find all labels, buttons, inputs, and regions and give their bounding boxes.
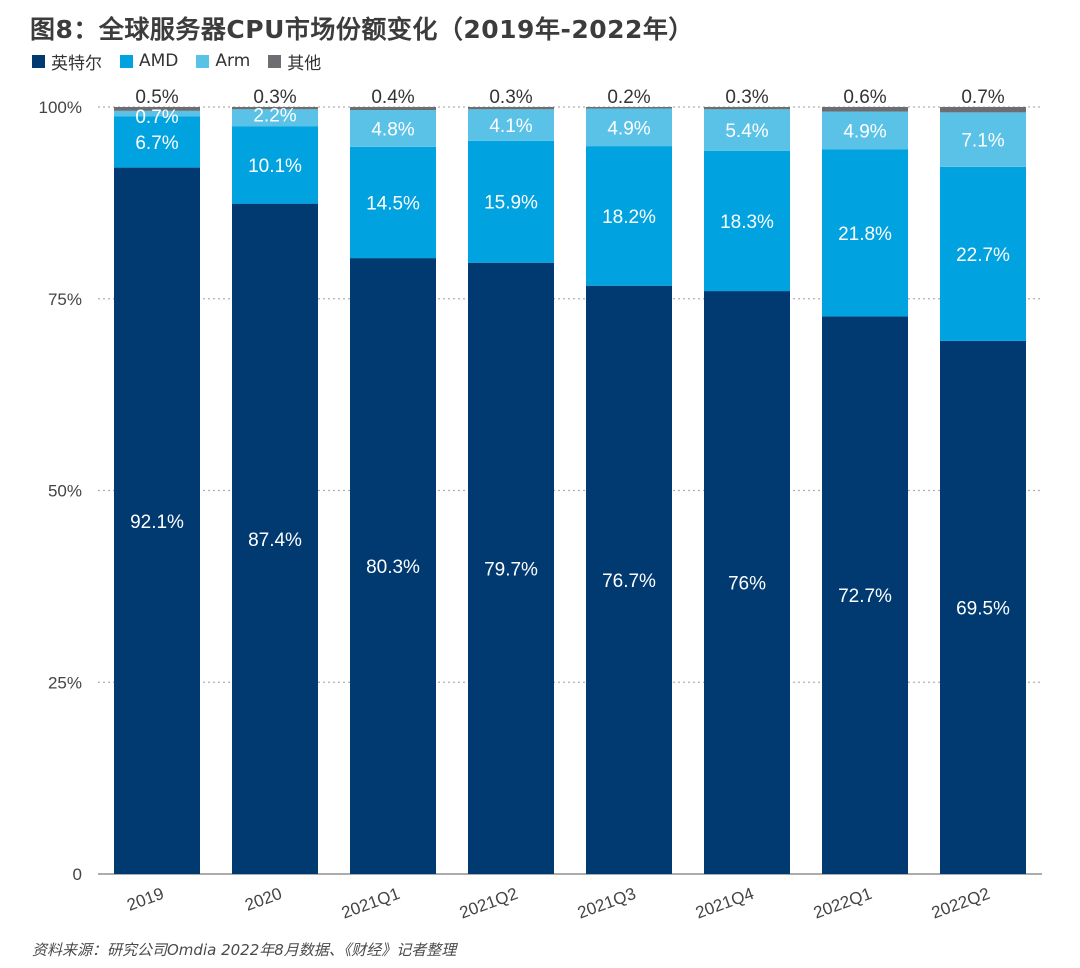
bar-segment-intel [232, 203, 318, 875]
bar-segment-other [586, 107, 672, 109]
legend-swatch-arm [196, 54, 210, 68]
x-tick-label: 2022Q2 [929, 884, 992, 923]
legend-swatch-other [268, 54, 282, 68]
x-tick-label: 2020 [242, 884, 284, 915]
data-label-arm: 4.9% [607, 118, 650, 139]
data-label-amd: 6.7% [135, 133, 178, 154]
bar-segment-intel [468, 262, 554, 874]
bar-segment-amd [822, 149, 908, 317]
data-label-amd: 15.9% [484, 193, 538, 214]
legend-item-intel: 英特尔 [32, 49, 102, 74]
legend-label-intel: 英特尔 [51, 53, 102, 74]
legend-item-arm: Arm [196, 51, 250, 71]
legend-item-amd: AMD [120, 51, 178, 71]
data-label-other: 0.2% [607, 87, 650, 108]
data-label-other: 0.3% [725, 87, 768, 108]
x-tick-label: 2022Q1 [811, 884, 874, 923]
data-label-other: 0.3% [489, 87, 532, 108]
data-label-arm: 4.8% [371, 119, 414, 140]
x-tick-label: 2021Q2 [457, 884, 520, 923]
data-label-intel: 92.1% [130, 512, 184, 533]
bar-segment-arm [468, 109, 554, 141]
legend-label-amd: AMD [139, 51, 179, 71]
bar-segment-arm [940, 112, 1026, 167]
bar-segment-amd [586, 146, 672, 286]
bar-segment-other [704, 107, 790, 110]
x-tick-label: 2019 [124, 884, 166, 915]
bar-segment-arm [586, 108, 672, 147]
bar-segment-other [822, 107, 908, 112]
data-label-intel: 76.7% [602, 571, 656, 592]
bar-segment-intel [822, 316, 908, 874]
bar-segment-intel [350, 258, 436, 874]
data-label-arm: 4.1% [489, 116, 532, 137]
bar-segment-other [350, 107, 436, 111]
legend-item-other: 其他 [268, 49, 321, 74]
bar-segment-amd [114, 116, 200, 168]
data-label-arm: 7.1% [961, 131, 1004, 152]
legend-swatch-intel [32, 54, 45, 68]
data-label-intel: 80.3% [366, 557, 420, 578]
x-tick-label: 2021Q4 [693, 884, 756, 923]
data-label-amd: 18.3% [720, 212, 774, 233]
bar-segment-intel [586, 285, 672, 874]
data-label-intel: 79.7% [484, 559, 538, 580]
legend-label-other: 其他 [287, 53, 322, 74]
y-tick-label: 50% [48, 482, 82, 501]
bar-segment-other [468, 107, 554, 110]
data-label-other: 0.6% [843, 87, 886, 108]
bar-segment-arm [822, 111, 908, 150]
y-tick-label: 0 [73, 865, 82, 884]
bar-segment-arm [350, 110, 436, 147]
bar-segment-other [114, 107, 200, 111]
bar-segment-intel [114, 167, 200, 874]
x-tick-label: 2021Q1 [339, 884, 402, 923]
bar-segment-amd [704, 150, 790, 292]
bar-segment-other [940, 107, 1026, 113]
bar-segment-intel [704, 291, 790, 875]
bar-segment-amd [232, 126, 318, 204]
chart-title: 图8：全球服务器CPU市场份额变化（2019年-2022年） [30, 15, 694, 44]
x-tick-label: 2021Q3 [575, 884, 638, 923]
data-label-other: 0.5% [135, 87, 178, 108]
data-label-arm: 0.7% [135, 107, 178, 128]
data-label-other: 0.3% [253, 87, 296, 108]
source-note: 资料来源：研究公司Omdia 2022年8月数据、《财经》记者整理 [32, 941, 457, 959]
y-tick-label: 75% [48, 290, 82, 309]
data-label-arm: 5.4% [725, 121, 768, 142]
data-label-intel: 69.5% [956, 598, 1010, 619]
bar-segment-arm [704, 109, 790, 151]
y-tick-label: 100% [39, 98, 82, 117]
bar-segment-arm [114, 110, 200, 117]
data-label-intel: 72.7% [838, 586, 892, 607]
legend-swatch-amd [120, 54, 133, 68]
data-label-amd: 18.2% [602, 207, 656, 228]
data-label-amd: 22.7% [956, 245, 1010, 266]
data-label-amd: 10.1% [248, 156, 302, 177]
bar-segment-amd [468, 140, 554, 263]
bar-segment-intel [940, 340, 1026, 874]
data-label-amd: 21.8% [838, 224, 892, 245]
data-label-intel: 87.4% [248, 530, 302, 551]
data-label-amd: 14.5% [366, 193, 420, 214]
data-label-arm: 4.9% [843, 121, 886, 142]
bar-segment-arm [232, 109, 318, 127]
data-label-other: 0.4% [371, 87, 414, 108]
legend-label-arm: Arm [215, 51, 251, 71]
bar-segment-amd [940, 166, 1026, 341]
bar-segment-amd [350, 146, 436, 259]
data-label-arm: 2.2% [253, 105, 296, 126]
y-tick-label: 25% [48, 673, 82, 692]
bar-segment-other [232, 107, 318, 110]
data-label-intel: 76% [728, 574, 766, 595]
data-label-other: 0.7% [961, 87, 1004, 108]
chart-legend: 英特尔 AMD Arm 其他 [32, 49, 339, 74]
